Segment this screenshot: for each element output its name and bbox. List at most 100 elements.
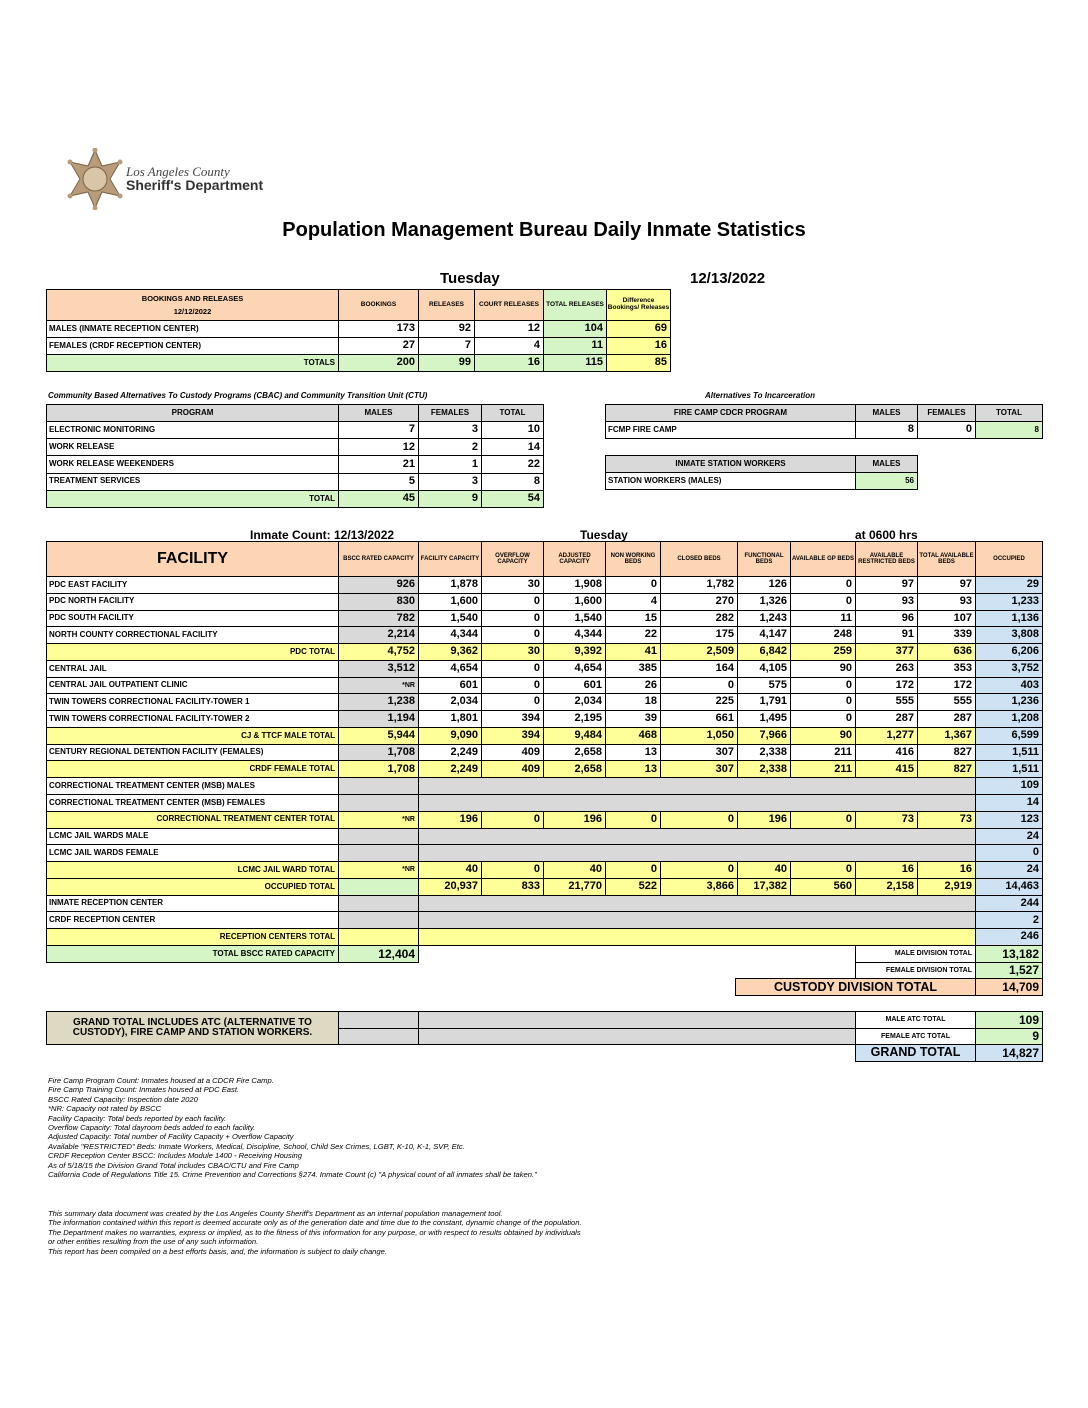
table-value: 41 bbox=[605, 643, 661, 661]
row-label: TWIN TOWERS CORRECTIONAL FACILITY-TOWER … bbox=[46, 710, 339, 728]
column-header: OCCUPIED bbox=[975, 541, 1043, 577]
table-value: 90 bbox=[790, 659, 856, 678]
table-value: 11 bbox=[543, 337, 607, 355]
empty-cell bbox=[418, 1027, 856, 1046]
table-value: 30 bbox=[481, 576, 544, 594]
table-value: 2,338 bbox=[737, 743, 791, 762]
cbac-caption: Community Based Alternatives To Custody … bbox=[48, 391, 428, 400]
table-value: 7,966 bbox=[737, 726, 791, 745]
occupied-value: 6,599 bbox=[975, 726, 1043, 745]
table-value: 1,194 bbox=[338, 710, 419, 728]
empty-cell bbox=[338, 894, 419, 913]
row-label: INMATE RECEPTION CENTER bbox=[46, 894, 339, 913]
table-value: 468 bbox=[605, 726, 661, 745]
row-label: PDC SOUTH FACILITY bbox=[46, 609, 339, 628]
table-value: 3,866 bbox=[660, 877, 738, 896]
occupied-value: 1,511 bbox=[975, 760, 1043, 779]
table-value: 0 bbox=[481, 861, 544, 879]
footnote: Adjusted Capacity: Total number of Facil… bbox=[48, 1132, 294, 1142]
bookings-title: BOOKINGS AND RELEASES bbox=[141, 293, 244, 303]
table-value: 4,752 bbox=[338, 643, 419, 661]
empty-cell bbox=[418, 794, 976, 812]
occupied-value: 246 bbox=[975, 928, 1043, 946]
table-value: 1,277 bbox=[855, 726, 918, 745]
column-header: Difference Bookings/ Releases bbox=[606, 289, 671, 321]
column-header: INMATE STATION WORKERS bbox=[605, 455, 856, 473]
occupied-value: 1,511 bbox=[975, 743, 1043, 762]
table-value: 661 bbox=[660, 710, 738, 728]
footnote: *NR: Capacity not rated by BSCC bbox=[48, 1104, 162, 1114]
table-value: 12 bbox=[474, 320, 544, 338]
table-value: 40 bbox=[737, 861, 791, 879]
table-value: 11 bbox=[790, 609, 856, 628]
table-value: 394 bbox=[481, 726, 544, 745]
table-value: 126 bbox=[737, 576, 791, 594]
table-value: 409 bbox=[481, 760, 544, 779]
table-value: 225 bbox=[660, 693, 738, 712]
table-value: 21 bbox=[338, 455, 419, 474]
footnote: Fire Camp Training Count: Inmates housed… bbox=[48, 1085, 240, 1095]
table-value: 14 bbox=[481, 438, 544, 457]
table-value: 0 bbox=[481, 693, 544, 712]
table-value: 15 bbox=[605, 609, 661, 628]
row-label: CRDF FEMALE TOTAL bbox=[46, 760, 339, 779]
grand-note: GRAND TOTAL INCLUDES ATC (ALTERNATIVE TO… bbox=[46, 1011, 339, 1046]
table-value: 4,344 bbox=[543, 626, 606, 645]
table-value: 409 bbox=[481, 743, 544, 762]
row-label: STATION WORKERS (MALES) bbox=[605, 472, 856, 490]
inmate-count-label: Inmate Count: 12/13/2022 bbox=[250, 528, 395, 542]
column-header: FACILITY CAPACITY bbox=[418, 541, 482, 577]
table-value: 196 bbox=[543, 810, 606, 829]
row-label: LCMC JAIL WARDS FEMALE bbox=[46, 844, 339, 863]
table-value: 9 bbox=[975, 1027, 1043, 1046]
column-header: OVERFLOW CAPACITY bbox=[481, 541, 544, 577]
table-value: 0 bbox=[605, 861, 661, 879]
occupied-value: 109 bbox=[975, 777, 1043, 795]
row-label: TOTALS bbox=[46, 354, 339, 372]
empty-cell bbox=[338, 794, 419, 812]
footnote: Available "RESTRICTED" Beds: Inmate Work… bbox=[48, 1141, 465, 1151]
table-value: 0 bbox=[790, 861, 856, 879]
footnote: California Code of Regulations Title 15.… bbox=[48, 1170, 537, 1180]
table-value: 782 bbox=[338, 609, 419, 628]
table-value: 287 bbox=[855, 710, 918, 728]
empty-cell bbox=[418, 928, 976, 946]
disclaimer-block: This summary data document was created b… bbox=[48, 1209, 582, 1256]
table-value: 601 bbox=[418, 676, 482, 695]
table-value: 575 bbox=[737, 676, 791, 695]
table-value: 9,484 bbox=[543, 726, 606, 745]
row-label: PDC TOTAL bbox=[46, 643, 339, 661]
row-label: TOTAL bbox=[46, 489, 339, 508]
row-label: WORK RELEASE bbox=[46, 438, 339, 457]
table-value: 14,709 bbox=[975, 978, 1043, 997]
table-value: 827 bbox=[917, 760, 976, 779]
table-value: 173 bbox=[338, 320, 419, 338]
empty-cell bbox=[338, 1027, 419, 1046]
occupied-value: 403 bbox=[975, 676, 1043, 695]
table-value: 1,708 bbox=[338, 760, 419, 779]
table-value: 926 bbox=[338, 576, 419, 594]
empty-cell bbox=[418, 1011, 856, 1029]
disclaimer-line: This report has been compiled on a best … bbox=[48, 1246, 387, 1256]
column-header: TOTAL bbox=[481, 404, 544, 422]
row-label: TWIN TOWERS CORRECTIONAL FACILITY-TOWER … bbox=[46, 693, 339, 712]
table-value: 8 bbox=[481, 472, 544, 491]
empty-cell bbox=[338, 827, 419, 846]
table-value: 2,338 bbox=[737, 760, 791, 779]
table-value: 109 bbox=[975, 1011, 1043, 1029]
footnotes-block: Fire Camp Program Count: Inmates housed … bbox=[48, 1076, 537, 1179]
table-value: 2 bbox=[418, 438, 482, 457]
table-value: 248 bbox=[790, 626, 856, 645]
table-value: 12 bbox=[338, 438, 419, 457]
occupied-value: 14 bbox=[975, 794, 1043, 812]
row-label: OCCUPIED TOTAL bbox=[46, 877, 339, 896]
table-value: 0 bbox=[790, 576, 856, 594]
table-value: 45 bbox=[338, 489, 419, 508]
empty-cell bbox=[338, 1011, 419, 1029]
table-value: 2,158 bbox=[855, 877, 918, 896]
row-label: CORRECTIONAL TREATMENT CENTER (MSB) FEMA… bbox=[46, 794, 339, 812]
table-value: 270 bbox=[660, 592, 738, 611]
table-value: 4,654 bbox=[543, 659, 606, 678]
table-value: 830 bbox=[338, 592, 419, 611]
